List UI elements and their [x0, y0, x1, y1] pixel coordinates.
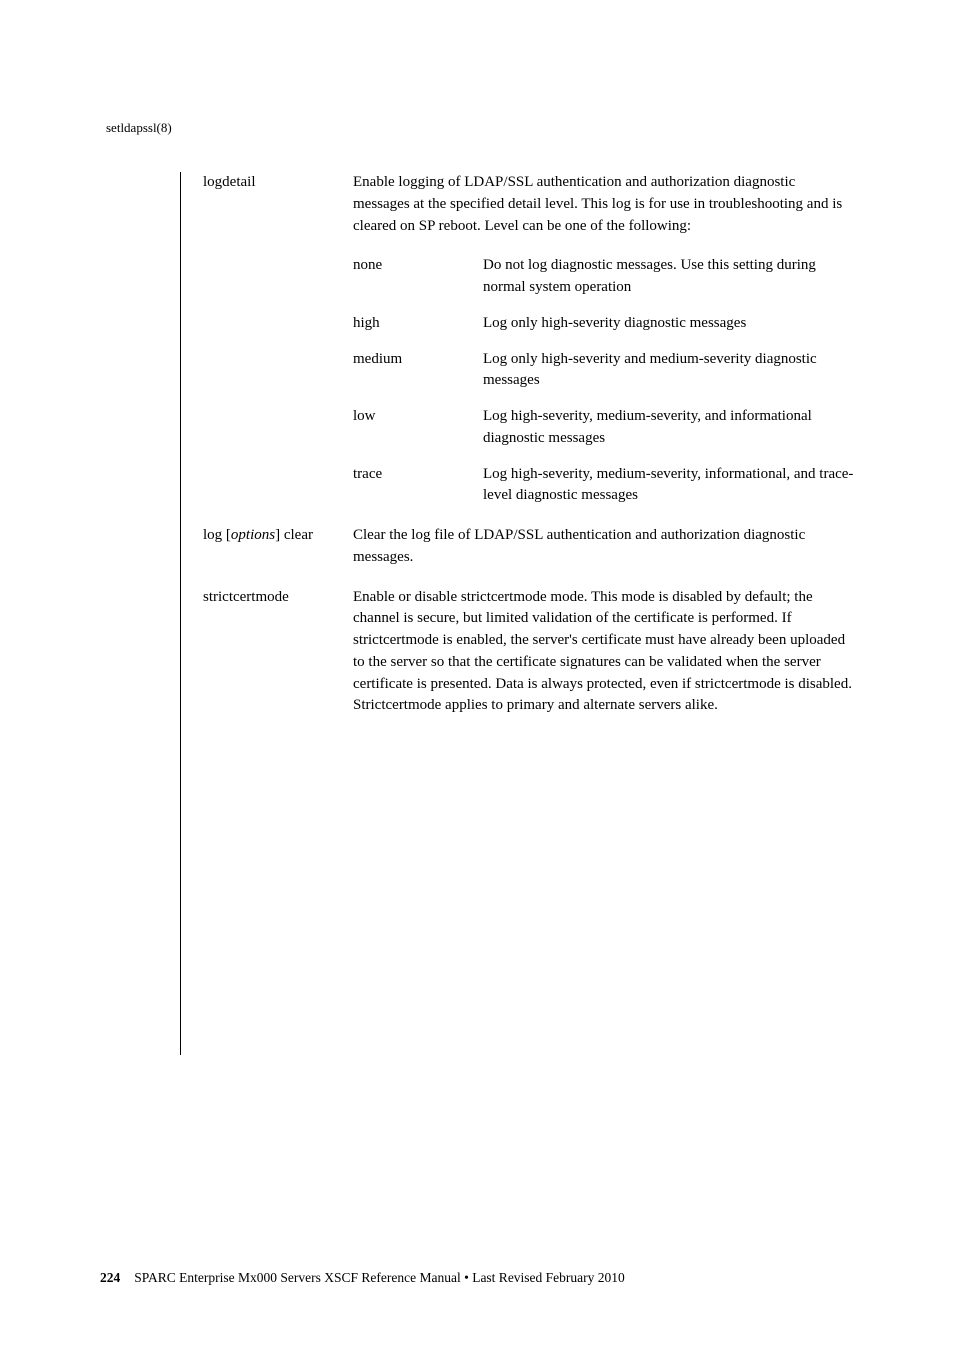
term-logclear: log [options] clear	[203, 525, 353, 569]
desc-logdetail: Enable logging of LDAP/SSL authenticatio…	[353, 172, 854, 507]
option-trace-desc: Log high-severity, medium-severity, info…	[483, 464, 854, 508]
footer-text: SPARC Enterprise Mx000 Servers XSCF Refe…	[134, 1270, 625, 1285]
desc-logclear: Clear the log file of LDAP/SSL authentic…	[353, 525, 854, 569]
option-medium-desc: Log only high-severity and medium-severi…	[483, 349, 854, 393]
term-logdetail: logdetail	[203, 172, 353, 507]
logclear-suffix: ] clear	[275, 527, 313, 543]
option-low-desc: Log high-severity, medium-severity, and …	[483, 406, 854, 450]
page-number: 224	[100, 1270, 120, 1285]
entry-logdetail: logdetail Enable logging of LDAP/SSL aut…	[203, 172, 854, 507]
option-trace-term: trace	[353, 464, 483, 508]
entry-strictcertmode: strictcertmode Enable or disable strictc…	[203, 587, 854, 718]
logclear-prefix: log [	[203, 527, 231, 543]
page-footer: 224 SPARC Enterprise Mx000 Servers XSCF R…	[100, 1270, 625, 1286]
content-block: logdetail Enable logging of LDAP/SSL aut…	[180, 172, 854, 1055]
option-trace: trace Log high-severity, medium-severity…	[353, 464, 854, 508]
option-none: none Do not log diagnostic messages. Use…	[353, 255, 854, 299]
option-high: high Log only high-severity diagnostic m…	[353, 313, 854, 335]
option-medium: medium Log only high-severity and medium…	[353, 349, 854, 393]
blank-spacer	[203, 735, 854, 1055]
header-command: setldapssl(8)	[106, 120, 854, 136]
term-strictcertmode: strictcertmode	[203, 587, 353, 718]
desc-strictcertmode: Enable or disable strictcertmode mode. T…	[353, 587, 854, 718]
logdetail-intro: Enable logging of LDAP/SSL authenticatio…	[353, 172, 854, 237]
option-high-term: high	[353, 313, 483, 335]
logclear-italic: options	[231, 527, 275, 543]
option-medium-term: medium	[353, 349, 483, 393]
option-none-desc: Do not log diagnostic messages. Use this…	[483, 255, 854, 299]
option-high-desc: Log only high-severity diagnostic messag…	[483, 313, 854, 335]
page-container: setldapssl(8) logdetail Enable logging o…	[0, 0, 954, 1350]
entry-logclear: log [options] clear Clear the log file o…	[203, 525, 854, 569]
option-low: low Log high-severity, medium-severity, …	[353, 406, 854, 450]
option-none-term: none	[353, 255, 483, 299]
option-low-term: low	[353, 406, 483, 450]
